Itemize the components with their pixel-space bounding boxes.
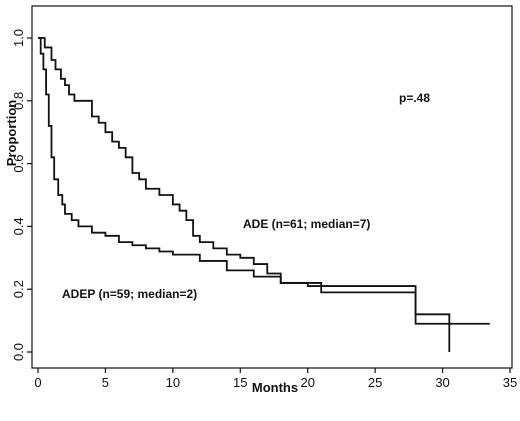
x-tick-label: 20 (300, 375, 314, 390)
x-axis-title: Months (252, 380, 298, 395)
y-tick-label: 0.6 (11, 155, 26, 173)
y-tick-label: 0.8 (11, 92, 26, 110)
adep-series-label: ADEP (n=59; median=2) (62, 287, 197, 301)
x-tick-label: 0 (34, 375, 41, 390)
y-tick-label: 0.2 (11, 280, 26, 298)
y-tick-label: 1.0 (11, 29, 26, 47)
p-value-annotation: p=.48 (399, 91, 430, 105)
y-axis-title: Proportion (4, 100, 19, 166)
x-tick-label: 15 (233, 375, 247, 390)
y-axis-ticks: 0.0 0.2 0.4 0.6 0.8 1.0 (11, 29, 32, 361)
ade-series-label: ADE (n=61; median=7) (243, 217, 370, 231)
x-tick-label: 35 (503, 375, 517, 390)
x-axis-ticks: 0 5 10 15 20 25 30 35 (34, 368, 517, 390)
ade-survival-curve (38, 37, 451, 352)
series-group (38, 37, 490, 352)
x-tick-label: 25 (368, 375, 382, 390)
x-tick-label: 5 (102, 375, 109, 390)
adep-survival-curve (38, 37, 490, 325)
y-tick-label: 0.4 (11, 217, 26, 235)
plot-frame (31, 5, 513, 369)
x-tick-label: 10 (166, 375, 180, 390)
y-tick-label: 0.0 (11, 343, 26, 361)
x-tick-label: 30 (435, 375, 449, 390)
